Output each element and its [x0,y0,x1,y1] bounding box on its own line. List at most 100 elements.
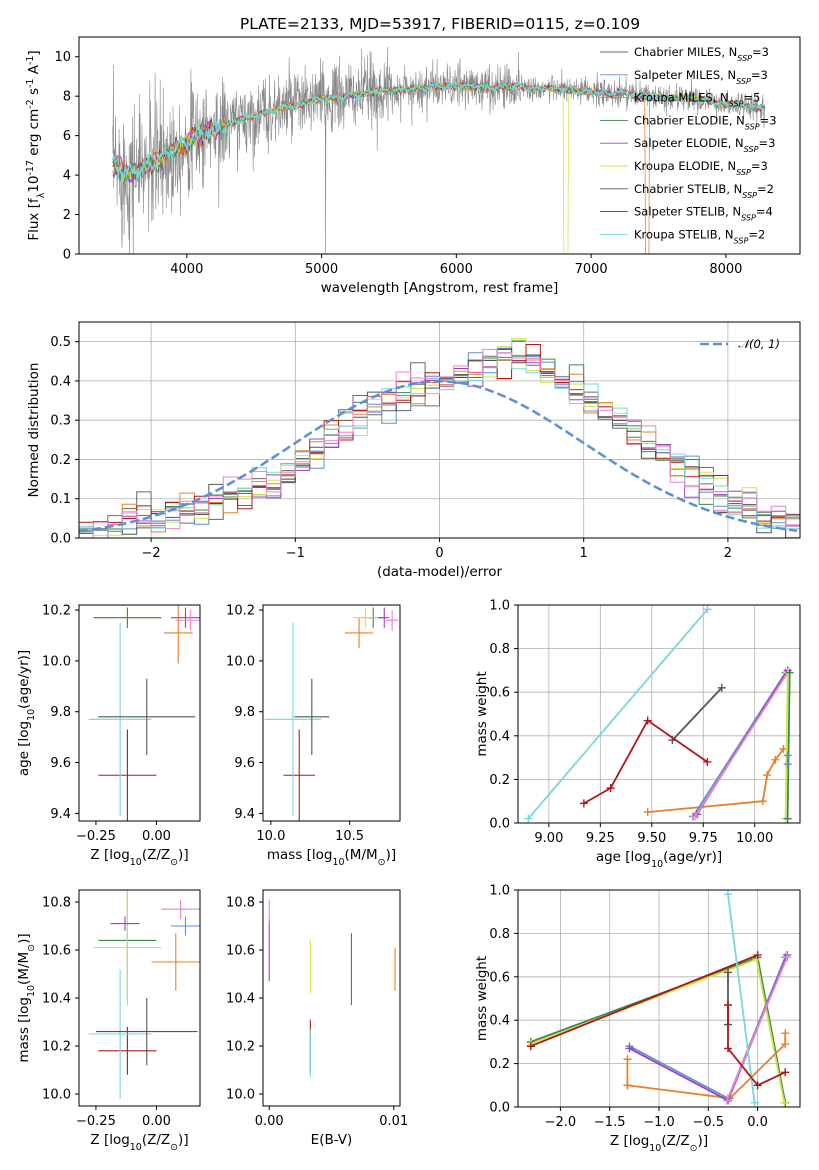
legend-entry: Kroupa MILES, NSSP=5 [634,91,760,109]
y-axis-label: mass weight [474,671,490,756]
mass-weight-line [671,687,723,741]
y-axis-label: Flux [fλ10-17 erg cm-2 s-1 A-1] [25,50,47,240]
axes-frame [262,604,401,822]
y-tick-label: 10.8 [42,896,71,911]
mass-weight-line [727,894,756,1103]
x-axis-label: mass [log10(M/M⊙)] [267,847,396,868]
mass-weight-marker [783,751,792,760]
plot-area [264,607,399,821]
mass-weight-marker [623,1055,632,1064]
y-tick-label: 0.4 [489,1014,510,1029]
y-tick-label: 10.0 [42,1088,71,1103]
y-tick-label: 10.2 [226,604,255,619]
mass-weight-marker [623,1081,632,1090]
legend-entry: Salpeter STELIB, NSSP=4 [634,205,773,223]
mass-weight-marker [625,1044,634,1053]
x-tick-label: 10.00 [736,831,773,846]
mass-weight-marker [753,1081,762,1090]
mass-weight-marker [781,1068,790,1077]
mass-weight-line [527,608,709,820]
x-tick-label: 8000 [709,262,742,277]
y-tick-label: 10.8 [226,896,255,911]
y-tick-label: 9.4 [234,807,255,822]
plot-area [524,605,794,823]
normal-pdf-curve [79,380,798,533]
x-axis-label: Z [log10(Z/Z⊙)] [90,847,188,868]
mass-weight-line [726,956,789,1101]
legend-entry: Salpeter MILES, NSSP=3 [634,68,768,86]
axes-frame [262,889,401,1107]
mass-weight-marker [783,814,792,823]
plot-area [526,890,792,1107]
panel-spectrum: 4000 5000 6000 7000 8000 0 2 4 6 8 10 wavelength [A… [25,15,801,296]
residual-histogram [79,349,800,538]
mass-weight-line [530,954,758,1048]
mass-weight-marker [783,760,792,769]
mass-weight-marker [783,953,792,962]
panel-mass_weight_vs_Z: −2.0 −1.5 −1.0 −0.5 0.0 0.0 0.2 0.4 0.6 0.8 1.0 Z [… [474,884,801,1154]
x-tick-label: −1.5 [594,1115,626,1130]
axes-frame [78,889,201,1107]
y-tick-label: 0.2 [489,1057,510,1072]
x-tick-label: −2.0 [545,1115,577,1130]
mass-weight-marker [643,808,652,817]
x-axis-label: age [log10(age/yr)] [596,849,722,870]
observed-spectrum [112,46,766,254]
axes-frame [517,604,801,824]
mass-weight-marker [717,683,726,692]
y-tick-label: 0.4 [489,729,510,744]
y-tick-label: 10.4 [42,992,71,1007]
mass-weight-line [786,672,791,819]
x-tick-label: −1.0 [643,1115,675,1130]
x-tick-label: −0.25 [76,829,116,844]
y-axis-label: mass weight [474,956,490,1041]
y-tick-label: 10.2 [226,1040,255,1055]
plot-area [88,890,200,1099]
legend-entry: Chabrier STELIB, NSSP=2 [634,182,774,200]
x-axis-label: wavelength [Angstrom, rest frame] [321,280,559,296]
x-tick-label: 0.01 [379,1114,408,1129]
x-tick-label: 9.25 [586,831,615,846]
plot-area [88,605,200,821]
mass-weight-marker [579,799,588,808]
mass-weight-marker [703,605,712,614]
y-tick-label: 1.0 [489,599,510,614]
y-tick-label: 0.6 [489,686,510,701]
y-tick-label: 10.2 [42,1040,71,1055]
x-tick-label: 10.0 [256,829,285,844]
x-tick-label: 2 [724,546,732,561]
mass-weight-line [583,719,708,805]
x-tick-label: 6000 [440,262,473,277]
y-tick-label: 1.0 [489,884,510,899]
y-tick-label: 6 [63,129,71,144]
mass-weight-marker [780,1098,789,1107]
mass-weight-marker [691,812,700,821]
mass-weight-marker [781,1029,790,1038]
x-tick-label: 9.00 [534,831,563,846]
legend-entry: Salpeter ELODIE, NSSP=3 [634,136,775,154]
x-tick-label: 5000 [305,262,338,277]
x-tick-label: 10.5 [335,829,364,844]
mass-weight-marker [724,1001,733,1010]
model-spectrum [112,80,765,182]
y-tick-label: 4 [63,169,71,184]
x-tick-label: 4000 [170,262,203,277]
axes-frame [78,36,801,255]
mass-weight-line [727,1005,786,1087]
y-tick-label: 0.0 [489,817,510,832]
mass-weight-line [694,672,789,817]
legend-entry: Kroupa STELIB, NSSP=2 [634,227,765,245]
x-axis-label: E(B-V) [311,1132,353,1148]
legend-entry: Kroupa ELODIE, NSSP=3 [634,159,768,177]
residual-histogram [79,348,800,538]
legend-entry: 𝒩(0, 1) [738,337,780,351]
panel-age_vs_Z: −0.25 0.00 9.4 9.6 9.8 10.0 10.2 Z [log10(Z/Z⊙)… [16,604,201,868]
mass-weight-marker [526,1042,535,1051]
y-tick-label: 10 [54,50,71,65]
x-tick-label: 7000 [575,262,608,277]
y-axis-label: mass [log10(M/M⊙)] [16,933,37,1062]
x-tick-label: 1 [580,546,588,561]
panel-mass_vs_Z: −0.25 0.00 10.0 10.2 10.4 10.6 10.8 Z [log10(Z/… [16,889,201,1153]
mass-weight-marker [752,955,761,964]
